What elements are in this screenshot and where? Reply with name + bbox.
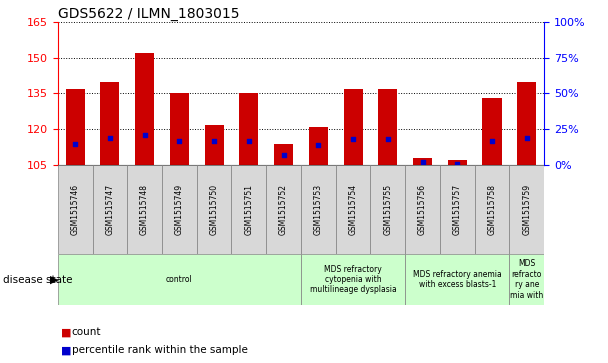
Text: GSM1515754: GSM1515754 (348, 184, 358, 235)
Bar (58, 254, 301, 305)
Bar (274, 144, 293, 165)
Bar (309, 127, 328, 165)
Bar (510, 254, 544, 305)
Bar (197, 165, 232, 254)
Bar (266, 165, 301, 254)
Text: GSM1515746: GSM1515746 (71, 184, 80, 235)
Point (105, 135, 115, 141)
Text: GSM1515751: GSM1515751 (244, 184, 254, 235)
Point (244, 138, 254, 144)
Bar (58, 165, 92, 254)
Bar (370, 165, 405, 254)
Bar (127, 165, 162, 254)
Bar (66, 89, 85, 165)
Bar (405, 165, 440, 254)
Point (174, 138, 184, 144)
Text: ■: ■ (61, 327, 71, 337)
Text: control: control (166, 275, 193, 284)
Bar (240, 94, 258, 165)
Bar (135, 53, 154, 165)
Text: MDS refractory anemia
with excess blasts-1: MDS refractory anemia with excess blasts… (413, 270, 502, 289)
Text: GSM1515749: GSM1515749 (175, 184, 184, 235)
Point (278, 152, 288, 158)
Bar (440, 165, 475, 254)
Bar (301, 165, 336, 254)
Text: ▶: ▶ (50, 274, 59, 285)
Text: GSM1515755: GSM1515755 (383, 184, 392, 235)
Text: MDS refractory
cytopenia with
multilineage dysplasia: MDS refractory cytopenia with multilinea… (309, 265, 396, 294)
Text: GSM1515747: GSM1515747 (105, 184, 114, 235)
Bar (301, 254, 405, 305)
Text: GDS5622 / ILMN_1803015: GDS5622 / ILMN_1803015 (58, 7, 240, 21)
Text: GSM1515752: GSM1515752 (279, 184, 288, 235)
Text: GSM1515756: GSM1515756 (418, 184, 427, 235)
Bar (344, 89, 362, 165)
Point (140, 132, 150, 138)
Text: MDS
refracto
ry ane
mia with: MDS refracto ry ane mia with (510, 260, 544, 299)
Bar (413, 158, 432, 165)
Bar (405, 254, 510, 305)
Point (418, 159, 427, 165)
Bar (170, 94, 189, 165)
Point (71, 141, 80, 147)
Point (522, 135, 531, 141)
Bar (378, 89, 398, 165)
Text: GSM1515757: GSM1515757 (453, 184, 462, 235)
Text: GSM1515759: GSM1515759 (522, 184, 531, 235)
Bar (100, 82, 119, 165)
Bar (204, 125, 224, 165)
Text: GSM1515750: GSM1515750 (210, 184, 219, 235)
Bar (510, 165, 544, 254)
Bar (336, 165, 370, 254)
Point (452, 161, 462, 167)
Point (383, 136, 393, 142)
Bar (475, 165, 510, 254)
Bar (162, 165, 197, 254)
Bar (232, 165, 266, 254)
Bar (447, 160, 467, 165)
Text: GSM1515748: GSM1515748 (140, 184, 149, 235)
Point (348, 136, 358, 142)
Text: ■: ■ (61, 345, 71, 355)
Bar (517, 82, 536, 165)
Bar (483, 98, 502, 165)
Text: disease state: disease state (3, 274, 72, 285)
Point (487, 138, 497, 144)
Point (209, 138, 219, 144)
Text: GSM1515753: GSM1515753 (314, 184, 323, 235)
Bar (92, 165, 127, 254)
Point (314, 142, 323, 148)
Text: count: count (72, 327, 102, 337)
Text: GSM1515758: GSM1515758 (488, 184, 497, 235)
Text: percentile rank within the sample: percentile rank within the sample (72, 345, 247, 355)
